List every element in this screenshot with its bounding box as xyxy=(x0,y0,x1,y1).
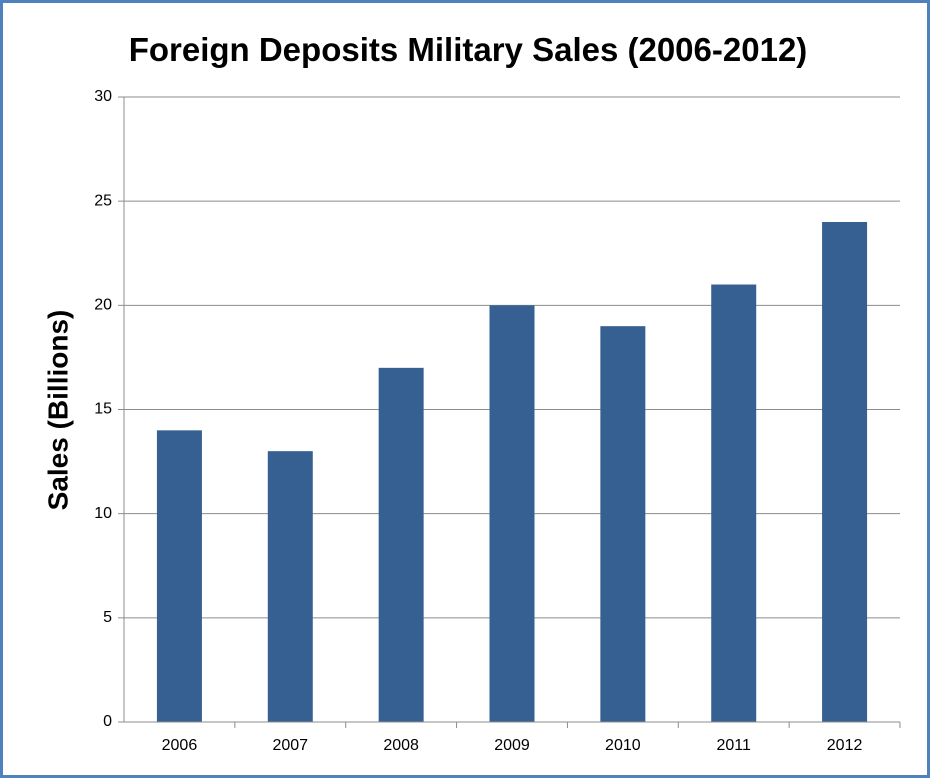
x-tick-label-2009: 2009 xyxy=(494,737,530,754)
x-tick-label-2010: 2010 xyxy=(605,737,641,754)
tick-labels: 0 5 10 15 20 25 30 2006 2007 2008 2009 2010 2011 2012 xyxy=(94,88,862,754)
chart-title: Foreign Deposits Military Sales (2006-20… xyxy=(128,31,808,68)
y-axis-title: Sales (Billions) xyxy=(42,310,73,511)
y-tick-label: 30 xyxy=(94,88,112,105)
x-tick-label-2012: 2012 xyxy=(827,737,863,754)
x-tick-label-2008: 2008 xyxy=(383,737,419,754)
x-tick-label-2011: 2011 xyxy=(717,737,752,754)
x-tick-label-2007: 2007 xyxy=(272,737,308,754)
x-tick-label-2006: 2006 xyxy=(162,737,198,754)
bar-2008 xyxy=(378,367,424,722)
y-tick-label: 5 xyxy=(103,609,112,626)
bar-2009 xyxy=(489,305,535,722)
bar-2006 xyxy=(156,430,202,722)
y-tick-label: 0 xyxy=(103,713,112,730)
bar-2012 xyxy=(822,222,868,722)
bar-2010 xyxy=(600,326,646,722)
axes xyxy=(118,96,901,728)
bar-2011 xyxy=(711,284,757,722)
y-tick-label: 20 xyxy=(94,297,112,314)
bar-2007 xyxy=(267,451,313,722)
bars xyxy=(156,222,868,722)
y-tick-label: 10 xyxy=(94,505,112,522)
y-tick-label: 25 xyxy=(94,192,112,209)
y-tick-label: 15 xyxy=(94,401,112,418)
